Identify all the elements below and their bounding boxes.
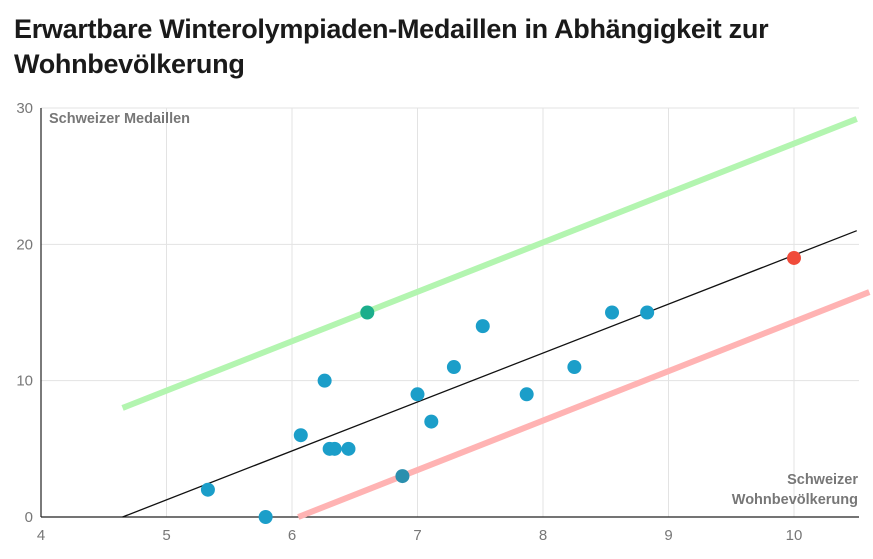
data-point [424,414,439,429]
data-point [327,441,342,456]
data-point [395,469,410,484]
regression-line [122,230,857,518]
x-axis-title-line-1: Schweizer [787,472,858,488]
axes [40,108,859,518]
data-point [640,305,655,320]
x-tick-label: 4 [37,527,45,544]
grid-lines [41,107,859,517]
data-point [787,250,801,265]
data-point [360,305,375,320]
data-point [258,510,273,524]
data-point [293,428,308,443]
data-point [605,305,620,320]
x-tick-label: 6 [288,527,296,544]
data-points [200,250,801,524]
tick-labels: 4 5 6 7 8 9 10 0 10 20 30 [16,100,802,544]
x-axis-title-line-2: Wohnbevölkerung [732,492,858,508]
data-point [567,360,582,375]
x-tick-label: 7 [413,527,421,544]
trend-lines [121,116,871,520]
y-tick-label: 0 [25,509,33,526]
y-tick-label: 30 [16,100,33,117]
x-tick-label: 10 [786,527,803,544]
data-point [519,387,534,402]
x-tick-label: 8 [539,527,547,544]
data-point [200,482,215,497]
chart-title: Erwartbare Winterolympiaden-Medaillen in… [14,14,769,79]
lower-band-line [297,289,871,520]
upper-band-line [121,116,858,411]
x-tick-label: 9 [664,527,672,544]
data-point [446,360,461,375]
data-point [410,387,425,402]
y-tick-label: 20 [16,236,33,253]
data-point [341,441,356,456]
x-tick-label: 5 [162,527,170,544]
data-point [475,319,490,334]
y-axis-title: Schweizer Medaillen [49,111,190,127]
y-tick-label: 10 [16,373,33,390]
data-point [317,373,332,388]
